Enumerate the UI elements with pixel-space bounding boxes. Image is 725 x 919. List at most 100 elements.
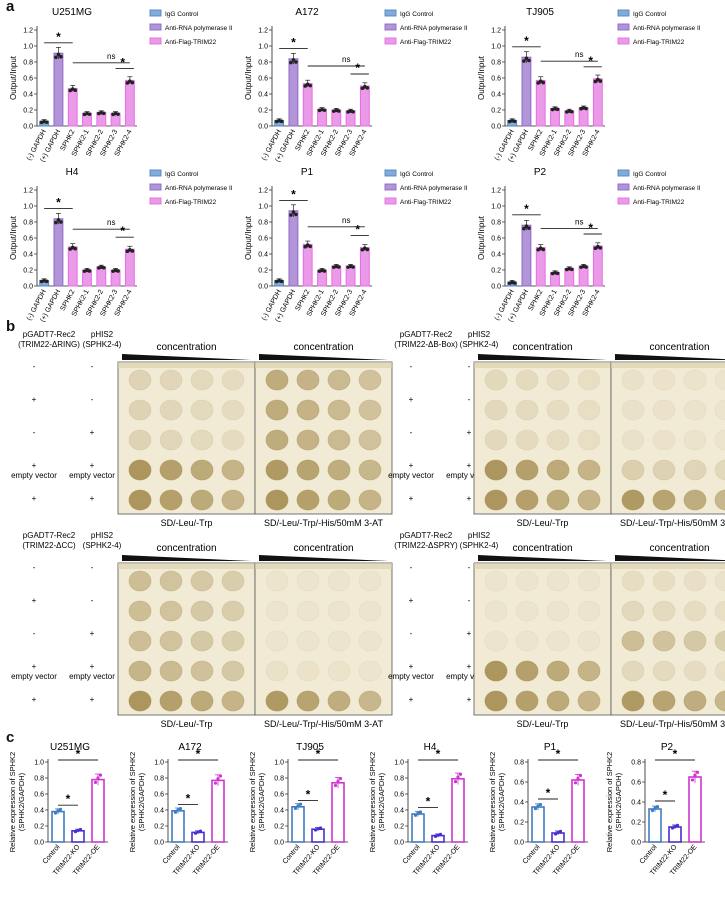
yeast-spot [577, 570, 601, 592]
bar-TRIM22-KO [311, 828, 325, 843]
yeast-spot [546, 369, 570, 391]
yeast-spot [221, 570, 245, 592]
yeast-spot [190, 570, 214, 592]
sphk2-chart-3: TJ905 Relative expression of SPHK2 (SPHK2/… [248, 742, 348, 877]
yeast-spot [296, 630, 320, 652]
yeast-spot [577, 489, 601, 511]
y-axis-label: Output/Input [244, 215, 253, 260]
plate1-label: SD/-Leu/-Trp [161, 719, 213, 729]
row-sign: - [33, 629, 36, 638]
legend-label: Anti-Flag-TRIM22 [633, 39, 685, 46]
row-sign: empty vector [11, 471, 57, 480]
row-sign: + [409, 494, 414, 503]
data-point [293, 806, 298, 810]
legend-label: Anti-RNA polymerase II [633, 25, 701, 32]
sig-star: * [196, 747, 201, 761]
data-point [73, 246, 78, 251]
data-point [59, 220, 63, 224]
plate1-label: SD/-Leu/-Trp [161, 518, 213, 528]
yeast-spot [714, 630, 725, 652]
row-sign: - [33, 362, 36, 371]
sig-star: * [56, 195, 61, 209]
row-sign: - [91, 596, 94, 605]
ns-label: ns [575, 217, 583, 226]
yeast-spot [714, 570, 725, 592]
y-tick-label: 1.2 [491, 28, 501, 35]
y-tick-label: 0.4 [23, 92, 33, 99]
data-point [87, 112, 92, 116]
y-tick-label: 1.0 [154, 760, 164, 767]
y-tick-label: 0.8 [34, 776, 44, 783]
legend-swatch [384, 9, 397, 17]
concentration-wedge [259, 555, 388, 561]
yeast-panel-1: pGADT7-Rec2(TRIM22-ΔRING) pHIS2(SPHK2-4) -… [11, 330, 393, 528]
concentration-wedge [122, 354, 251, 360]
y-tick-label: 1.0 [34, 760, 44, 767]
agar-plate [254, 562, 393, 716]
data-point [44, 120, 49, 124]
yeast-spot [683, 429, 707, 451]
y-tick-label: 0.6 [491, 76, 501, 83]
plate2-label: SD/-Leu/-Trp/-His/50mM 3-AT [264, 719, 384, 729]
yeast-spot [515, 369, 539, 391]
row-sign: + [32, 461, 37, 470]
y-tick-label: 0.8 [491, 220, 501, 227]
legend-swatch [384, 183, 397, 191]
legend-swatch [617, 183, 630, 191]
data-point [294, 212, 298, 217]
y-tick-label: 1.0 [394, 760, 404, 767]
yeast-spot [652, 660, 676, 682]
data-point [436, 833, 440, 837]
bar-TRIM22-OE [211, 779, 225, 843]
y-axis-label: Output/Input [477, 215, 486, 260]
data-point [116, 112, 120, 116]
y-tick-label: 0.4 [491, 92, 501, 99]
data-point [130, 249, 135, 253]
data-point [524, 224, 529, 228]
legend-label: Anti-RNA polymerase II [400, 25, 468, 32]
yeast-spot [159, 660, 183, 682]
sig-star: * [355, 61, 360, 75]
bar-TRIM22-OE [331, 781, 345, 843]
legend-swatch [149, 169, 162, 177]
yeast-spot [327, 570, 351, 592]
yeast-spot [190, 399, 214, 421]
bar-TRIM22-KO [71, 829, 85, 843]
y-tick-label: 0.0 [34, 840, 44, 847]
row-sign: + [32, 662, 37, 671]
x-tick-label: Control [162, 843, 182, 865]
yeast-spot [546, 630, 570, 652]
data-point [653, 806, 657, 810]
yeast-spot [683, 660, 707, 682]
y-tick-label: 0.8 [394, 776, 404, 783]
legend-swatch [384, 197, 397, 205]
y-tick-label: 0.0 [258, 284, 268, 291]
col1-sub: (TRIM22-ΔSPRY) [394, 541, 458, 550]
y-tick-label: 0.8 [23, 60, 33, 67]
yeast-spot [358, 459, 382, 481]
yeast-spot [128, 600, 152, 622]
legend-label: IgG Control [633, 11, 667, 18]
yeast-spot [358, 429, 382, 451]
yeast-spot [190, 690, 214, 712]
panel-letter-a: a [6, 0, 15, 15]
y-tick-label: 0.2 [258, 108, 268, 115]
y-tick-label: 0.6 [274, 792, 284, 799]
data-point [322, 269, 327, 273]
row-sign: + [90, 629, 95, 638]
bar-SPHK2 [302, 83, 313, 127]
data-point [87, 269, 92, 273]
yeast-spot [683, 369, 707, 391]
yeast-spot [577, 429, 601, 451]
data-point [193, 831, 198, 835]
yeast-spot [358, 570, 382, 592]
legend-label: Anti-Flag-TRIM22 [165, 199, 217, 206]
yeast-spot [683, 630, 707, 652]
row-sign: + [467, 461, 472, 470]
row-sign: - [91, 362, 94, 371]
yeast-panel-4: pGADT7-Rec2(TRIM22-ΔSPRY) pHIS2(SPHK2-4) -… [388, 531, 725, 729]
plate2-label: SD/-Leu/-Trp/-His/50mM 3-AT [264, 518, 384, 528]
data-point [53, 811, 58, 815]
yeast-spot [515, 459, 539, 481]
bar-Control [51, 810, 65, 843]
